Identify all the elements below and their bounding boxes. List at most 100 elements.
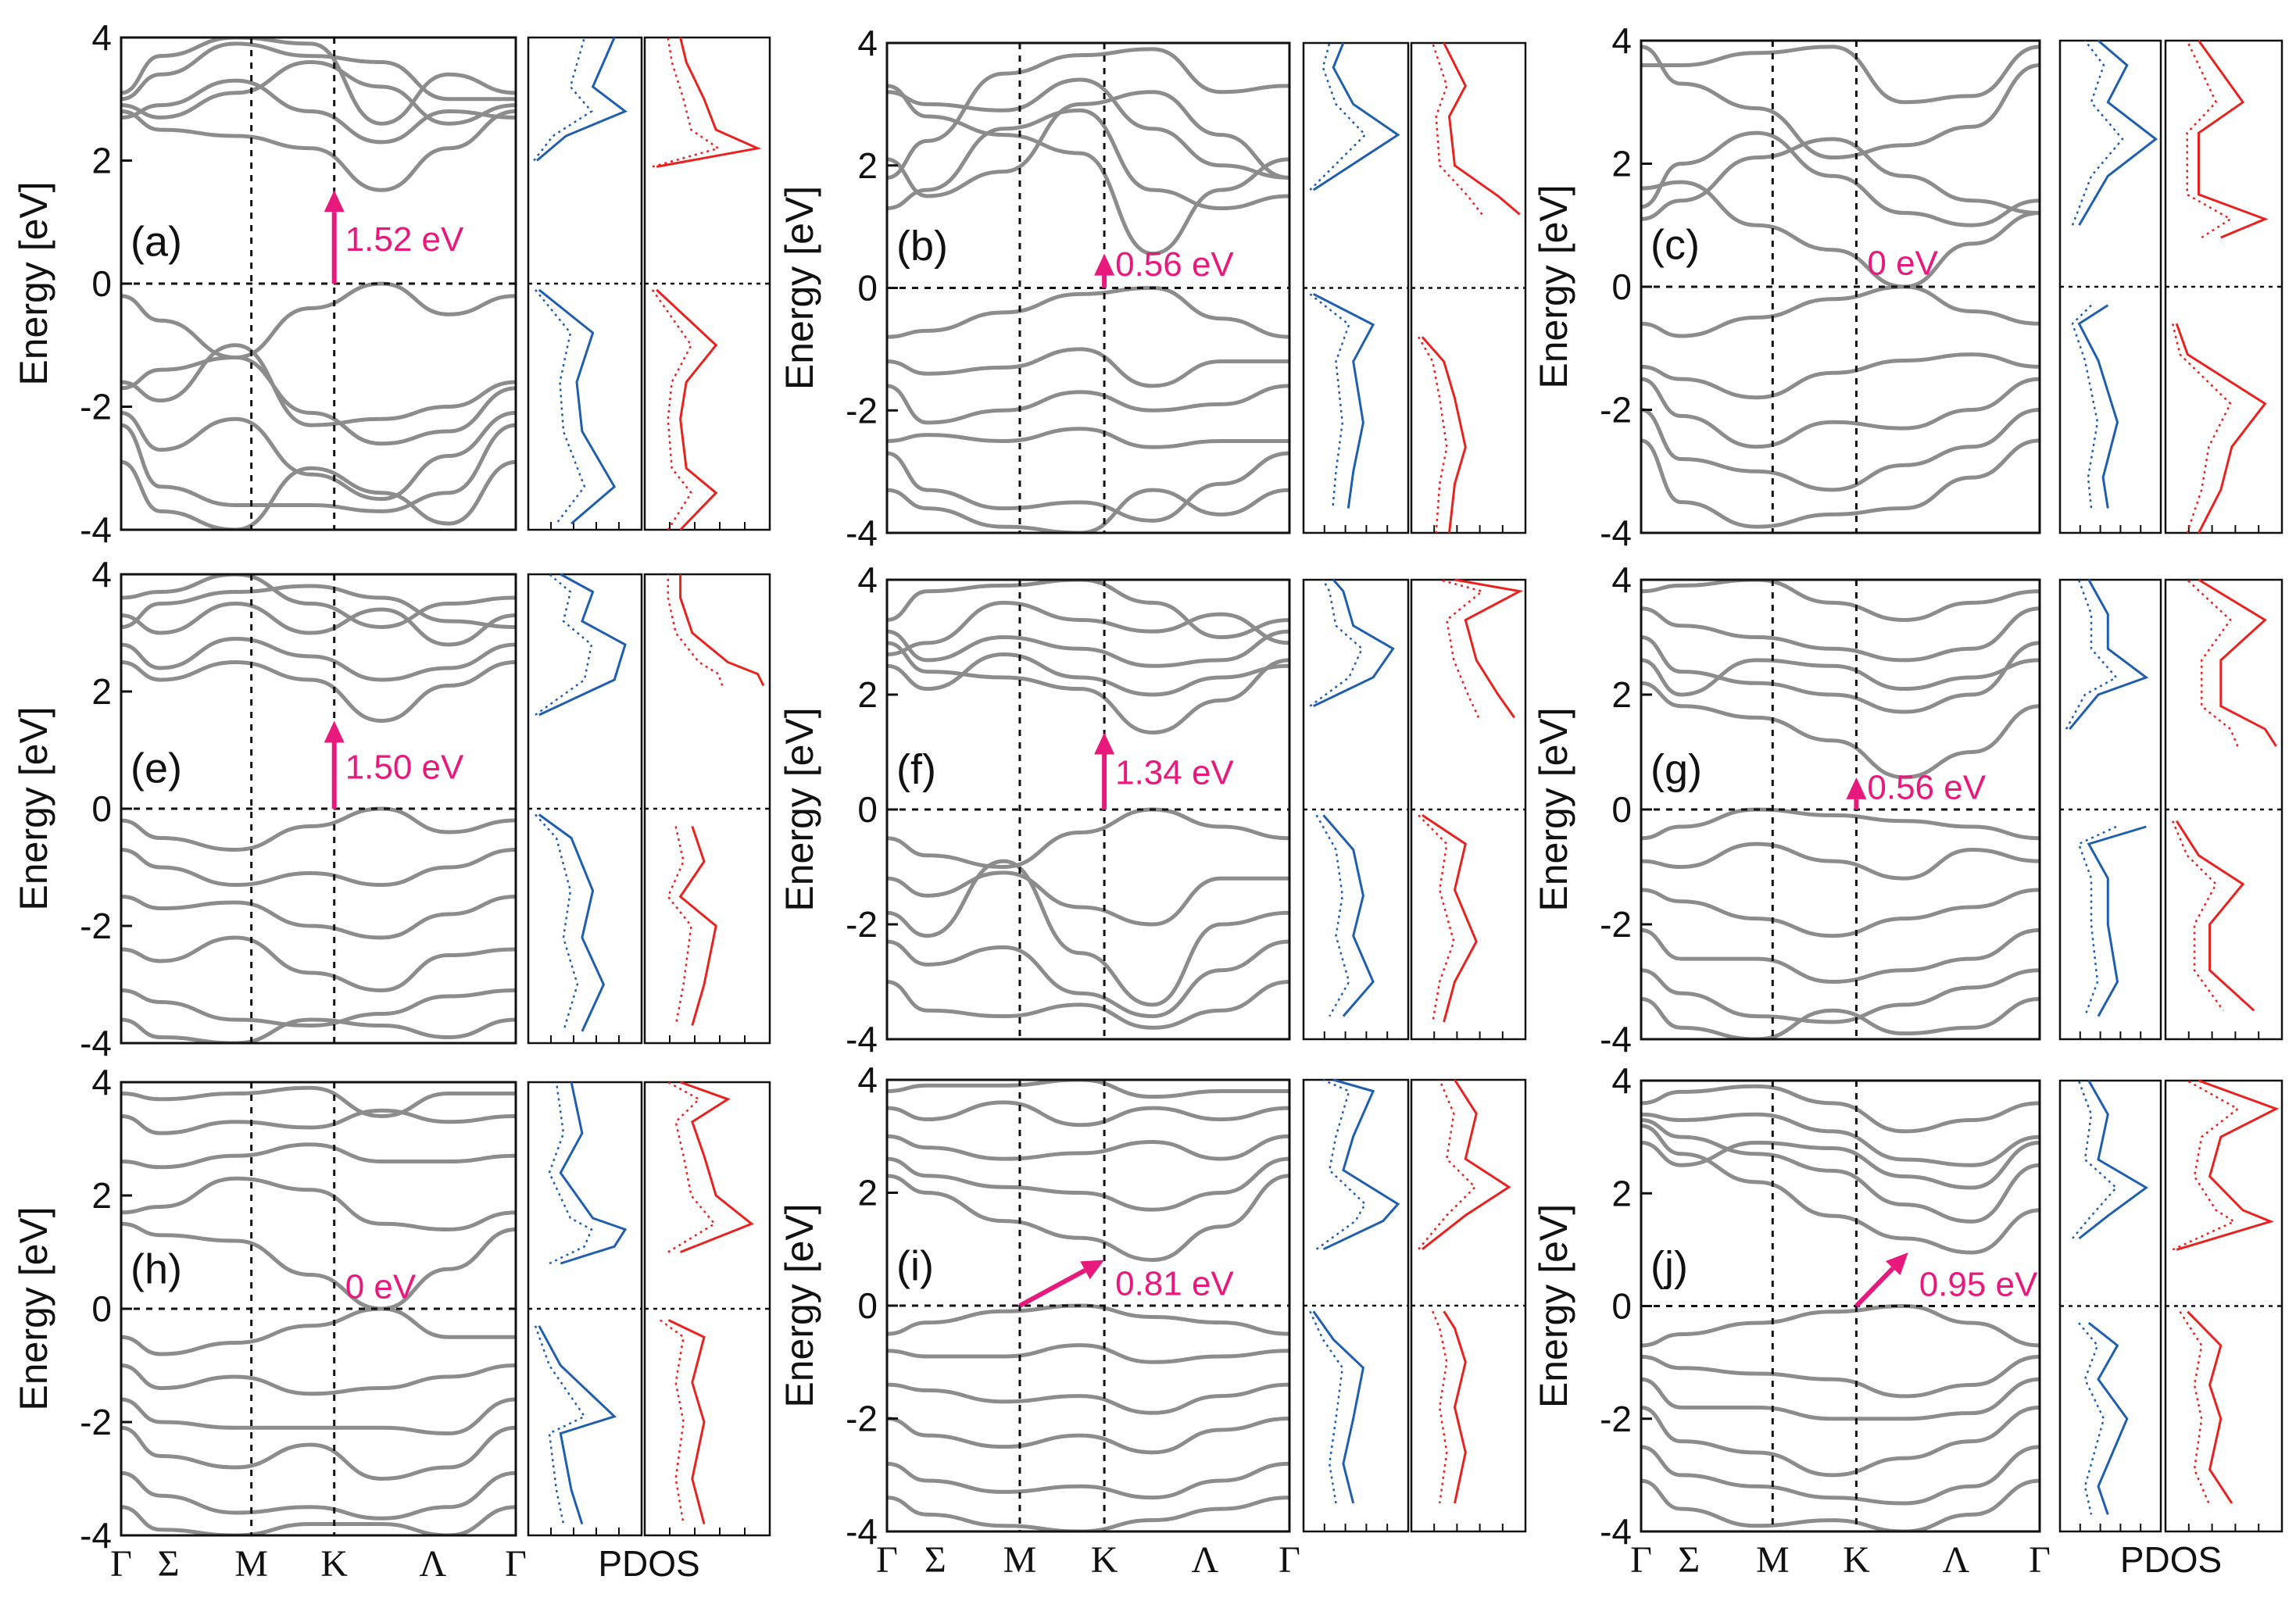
band-3 xyxy=(1641,45,2040,160)
k-path-label: K xyxy=(1091,1539,1118,1581)
band-10 xyxy=(121,988,516,1028)
y-axis-label: Energy [eV] xyxy=(1532,707,1575,911)
pdos-dotted-curve xyxy=(1439,578,1485,718)
pdos-curve xyxy=(1312,1310,1365,1504)
panel-label: (j) xyxy=(1650,1243,1688,1290)
k-path-label: Λ xyxy=(1942,1539,1969,1581)
band-9 xyxy=(887,939,1289,1019)
band-8 xyxy=(121,355,516,446)
band-11 xyxy=(887,1496,1289,1531)
y-axis-label: Energy [eV] xyxy=(12,706,55,910)
band-gap-arrow xyxy=(1854,1267,1895,1308)
bands xyxy=(887,580,1289,1030)
pdos-curve xyxy=(536,37,628,162)
y-tick-label: 2 xyxy=(1611,1173,1632,1213)
y-tick-label: 2 xyxy=(857,1173,878,1213)
pdos-curve xyxy=(1422,814,1478,1023)
bands xyxy=(121,1085,516,1535)
band-1 xyxy=(887,641,1289,735)
y-tick-label: 2 xyxy=(91,671,112,712)
band-9 xyxy=(121,410,516,502)
band-gap-label: 0 eV xyxy=(345,1268,417,1306)
pdos-dotted-curve xyxy=(667,826,692,1026)
k-path-label: Σ xyxy=(924,1539,946,1581)
band-gap-arrowhead xyxy=(1885,1252,1908,1276)
k-path-label: Σ xyxy=(158,1543,180,1585)
pdos-dotted-curve xyxy=(2072,1080,2118,1239)
y-tick-label: -2 xyxy=(80,387,112,427)
band-8 xyxy=(887,1382,1289,1415)
bands xyxy=(121,574,516,1043)
band-2 xyxy=(887,629,1289,668)
y-tick-label: 4 xyxy=(91,554,112,595)
pdos-red xyxy=(2164,1079,2283,1533)
k-path-label: Γ xyxy=(1279,1539,1300,1581)
k-path-label: K xyxy=(1843,1539,1870,1581)
band-7 xyxy=(887,870,1289,927)
band-1 xyxy=(121,1221,516,1311)
band-3 xyxy=(887,600,1289,657)
y-tick-label: -4 xyxy=(846,1019,878,1060)
y-tick-label: -4 xyxy=(1600,1019,1632,1060)
y-axis-label: Energy [eV] xyxy=(778,186,821,390)
band-4 xyxy=(887,580,1289,640)
band-8 xyxy=(121,895,516,940)
band-5 xyxy=(1641,658,2040,697)
band-gap-label: 0.81 eV xyxy=(1115,1265,1234,1303)
pdos-red xyxy=(643,1081,771,1537)
pdos-frame xyxy=(2058,39,2162,534)
y-tick-label: 4 xyxy=(1611,559,1632,600)
pdos-blue xyxy=(1302,578,1410,1041)
y-tick-label: 4 xyxy=(91,17,112,58)
band-11 xyxy=(121,1505,516,1535)
pdos-curve xyxy=(656,37,762,168)
band-4 xyxy=(887,47,1289,180)
pdos-dotted-curve xyxy=(1309,42,1367,191)
pdos-dotted-curve xyxy=(667,1081,717,1253)
band-9 xyxy=(1641,1405,2040,1478)
band-5 xyxy=(121,584,516,629)
band-gap-label: 0.56 eV xyxy=(1867,768,1986,806)
pdos-curve xyxy=(2069,579,2149,731)
band-5 xyxy=(1641,1140,2040,1190)
band-4 xyxy=(887,1100,1289,1127)
band-5 xyxy=(887,652,1289,697)
band-10 xyxy=(887,980,1289,1030)
band-7 xyxy=(887,1343,1289,1364)
panel-label: (e) xyxy=(131,745,182,792)
pdos-dotted-curve xyxy=(548,1081,593,1265)
band-4 xyxy=(1641,580,2040,622)
pdos-dotted-curve xyxy=(1418,336,1448,534)
band-6 xyxy=(1641,1303,2040,1348)
pdos-red xyxy=(643,573,771,1045)
y-tick-label: -2 xyxy=(80,906,112,946)
pdos-curve xyxy=(538,1325,617,1524)
band-gap-arrowhead xyxy=(324,720,345,743)
band-3 xyxy=(1641,1112,2040,1167)
y-tick-label: 0 xyxy=(91,788,112,829)
band-4 xyxy=(1641,1084,2040,1134)
band-8 xyxy=(1641,888,2040,938)
y-tick-label: 2 xyxy=(91,141,112,181)
pdos-curve xyxy=(2078,1080,2149,1240)
y-tick-label: 2 xyxy=(1611,144,1632,184)
pdos-curve xyxy=(538,573,627,717)
k-path-label: Γ xyxy=(876,1539,898,1581)
band-6 xyxy=(121,1306,516,1356)
pdos-dotted-curve xyxy=(660,1319,685,1524)
band-6 xyxy=(1641,284,2040,338)
y-tick-label: -4 xyxy=(80,509,112,550)
pdos-curve xyxy=(1312,42,1400,191)
panel-label: (g) xyxy=(1650,746,1702,793)
pdos-frame xyxy=(2058,1079,2162,1533)
pdos-dotted-curve xyxy=(1315,814,1350,1017)
y-tick-label: 4 xyxy=(1611,1060,1632,1101)
band-4 xyxy=(121,574,516,630)
y-tick-label: -4 xyxy=(1600,513,1632,553)
panel-b: 4 2 0 -2 -4 Energy [eV] (b) 0.56 eV xyxy=(778,23,1527,553)
band-7 xyxy=(1641,1354,2040,1399)
band-1 xyxy=(1641,681,2040,780)
y-tick-label: 4 xyxy=(857,1060,878,1100)
